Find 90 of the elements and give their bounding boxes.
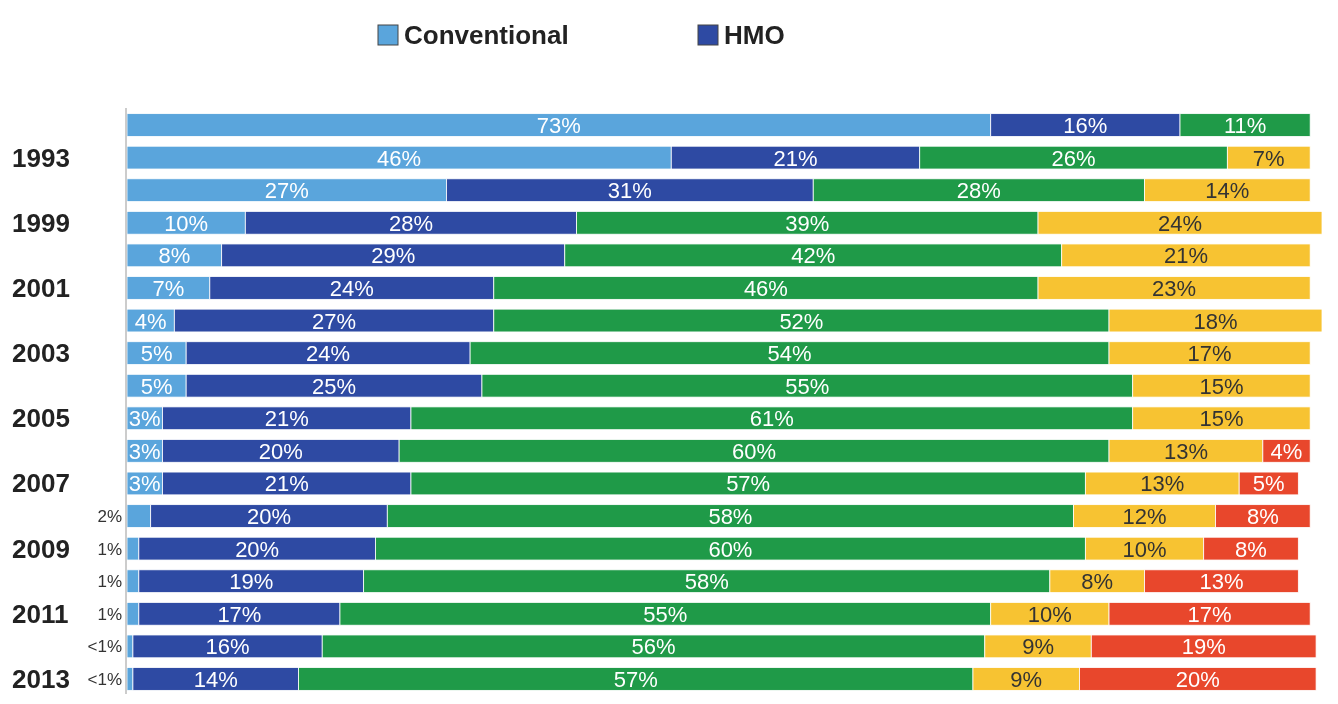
- data-label: 31%: [607, 178, 652, 204]
- data-label: 16%: [205, 634, 250, 660]
- data-label: 5%: [140, 341, 173, 367]
- data-label: 55%: [643, 601, 688, 627]
- data-label: 3%: [128, 406, 161, 432]
- data-label: 60%: [732, 438, 777, 464]
- data-label: 14%: [1205, 178, 1250, 204]
- data-label: 3%: [128, 471, 161, 497]
- data-label: 14%: [193, 666, 238, 692]
- data-label: 58%: [684, 569, 729, 595]
- data-label: 12%: [1122, 504, 1167, 530]
- data-label: 21%: [773, 145, 818, 171]
- data-label: 25%: [312, 373, 357, 399]
- data-label: 24%: [306, 341, 351, 367]
- data-label: 60%: [708, 536, 753, 562]
- data-label: 24%: [1158, 210, 1203, 236]
- data-label: 1%: [97, 539, 122, 559]
- data-label: 46%: [377, 145, 422, 171]
- data-label: 28%: [956, 178, 1001, 204]
- data-label: 20%: [235, 536, 280, 562]
- data-label: 20%: [246, 504, 291, 530]
- data-label: 7%: [1252, 145, 1285, 171]
- data-label: 4%: [134, 308, 167, 334]
- data-label: 19%: [1181, 634, 1226, 660]
- data-label: 13%: [1163, 438, 1208, 464]
- data-label: 20%: [258, 438, 303, 464]
- data-label: 9%: [1010, 666, 1043, 692]
- data-label: 27%: [312, 308, 357, 334]
- y-tick-label: 2007: [12, 468, 70, 499]
- data-label: 18%: [1193, 308, 1238, 334]
- data-label: 1%: [97, 572, 122, 592]
- data-label: 20%: [1175, 666, 1220, 692]
- data-label: 13%: [1199, 569, 1244, 595]
- data-label: 21%: [264, 471, 309, 497]
- data-label: 28%: [388, 210, 433, 236]
- data-label: 8%: [1081, 569, 1114, 595]
- data-label: 13%: [1140, 471, 1185, 497]
- data-label: 73%: [536, 113, 581, 139]
- data-label: 16%: [1063, 113, 1108, 139]
- y-tick-label: 1999: [12, 207, 70, 238]
- data-label: 7%: [152, 275, 185, 301]
- data-label: 8%: [1246, 504, 1279, 530]
- data-label: 19%: [229, 569, 274, 595]
- data-label: 10%: [1027, 601, 1072, 627]
- data-label: 21%: [1163, 243, 1208, 269]
- data-label: 46%: [743, 275, 788, 301]
- data-label: 8%: [1235, 536, 1267, 562]
- data-label: 57%: [613, 666, 658, 692]
- y-tick-label: 2011: [12, 598, 69, 629]
- y-tick-label: 2013: [12, 663, 70, 694]
- data-label: 42%: [791, 243, 836, 269]
- data-label: 17%: [1187, 341, 1232, 367]
- data-label: 57%: [726, 471, 771, 497]
- y-tick-label: 1993: [12, 142, 70, 173]
- data-label: 55%: [785, 373, 830, 399]
- data-label: 24%: [329, 275, 374, 301]
- y-tick-label: 2003: [12, 338, 70, 369]
- data-label: 61%: [749, 406, 794, 432]
- data-label: 54%: [767, 341, 812, 367]
- data-label: 56%: [631, 634, 676, 660]
- legend-label: Conventional: [404, 20, 569, 50]
- data-label: 17%: [1187, 601, 1232, 627]
- y-tick-label: 2005: [12, 403, 70, 434]
- data-label: 15%: [1199, 406, 1244, 432]
- data-label: 4%: [1270, 438, 1303, 464]
- data-label: 26%: [1051, 145, 1096, 171]
- data-label: 11%: [1223, 113, 1267, 139]
- data-label: 3%: [128, 438, 161, 464]
- data-label: 5%: [140, 373, 173, 399]
- data-label: 39%: [785, 210, 830, 236]
- data-label: 8%: [158, 243, 191, 269]
- y-tick-label: 2009: [12, 533, 70, 564]
- data-label: 15%: [1199, 373, 1244, 399]
- data-label: 58%: [708, 504, 753, 530]
- data-label: 29%: [371, 243, 416, 269]
- data-label: 21%: [264, 406, 309, 432]
- data-label: 10%: [1122, 536, 1167, 562]
- data-label: <1%: [87, 669, 122, 689]
- data-label: 5%: [1252, 471, 1285, 497]
- data-label: 1%: [97, 604, 122, 624]
- legend-label: HMO: [724, 20, 785, 50]
- data-label: 10%: [164, 210, 209, 236]
- data-label: <1%: [87, 637, 122, 657]
- data-label: 52%: [779, 308, 824, 334]
- data-label: 23%: [1152, 275, 1197, 301]
- data-label: 9%: [1022, 634, 1054, 660]
- data-label: 17%: [217, 601, 262, 627]
- data-label: 2%: [97, 507, 122, 527]
- y-tick-label: 2001: [12, 272, 70, 303]
- data-label: 27%: [264, 178, 309, 204]
